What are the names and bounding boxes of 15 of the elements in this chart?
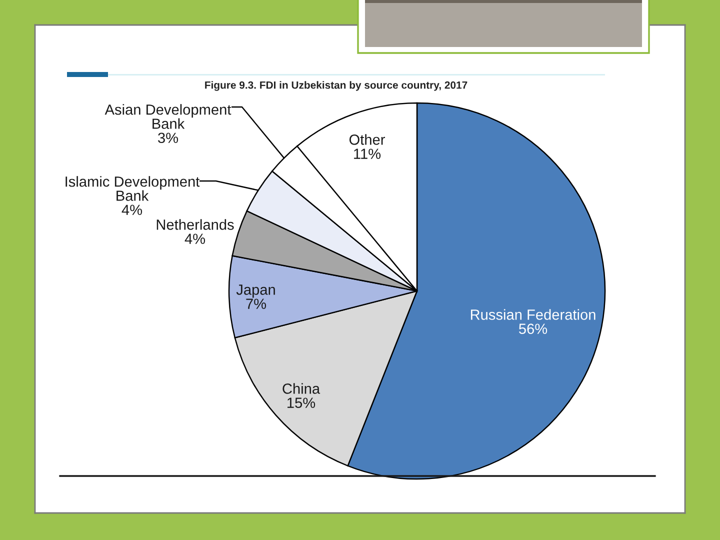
data-label: 56%	[518, 324, 548, 334]
slice-label: China	[282, 383, 320, 394]
data-label: 7%	[246, 298, 266, 309]
slice-label: Other	[349, 134, 385, 145]
chart-title: Figure 9.3. FDI in Uzbekistan by source country, 2017	[205, 81, 468, 91]
slice-label: Japan	[236, 284, 275, 298]
slice-label: Asian Development Bank	[104, 104, 232, 129]
data-label: 3%	[158, 132, 178, 144]
data-label: 4%	[184, 234, 206, 244]
slice-label: Netherlands	[156, 219, 234, 230]
slice-label: Islamic Development Bank	[66, 176, 200, 201]
slice-label: Russian Federation	[470, 309, 596, 320]
data-label: 11%	[354, 148, 381, 159]
data-label: 15%	[288, 398, 316, 408]
data-label: 4%	[122, 204, 142, 215]
